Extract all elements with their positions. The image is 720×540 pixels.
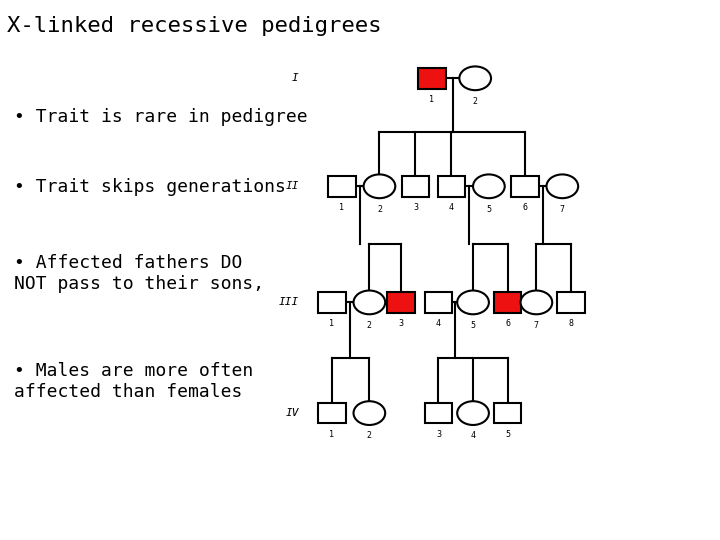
FancyBboxPatch shape [494,292,521,313]
FancyBboxPatch shape [318,292,346,313]
Text: 2: 2 [473,97,477,106]
Text: • Trait is rare in pedigree: • Trait is rare in pedigree [14,108,308,126]
Text: 4: 4 [471,431,475,441]
Text: III: III [279,298,299,307]
Text: 5: 5 [471,321,475,330]
FancyBboxPatch shape [494,403,521,423]
FancyBboxPatch shape [438,176,465,197]
Text: 3: 3 [399,319,403,328]
Text: 6: 6 [523,203,527,212]
Circle shape [364,174,395,198]
Text: 5: 5 [487,205,491,214]
Text: 4: 4 [436,319,441,328]
Circle shape [457,401,489,425]
FancyBboxPatch shape [418,68,446,89]
Text: 7: 7 [534,321,539,330]
Text: • Affected fathers DO
NOT pass to their sons,: • Affected fathers DO NOT pass to their … [14,254,264,293]
Text: IV: IV [285,408,299,418]
Text: 3: 3 [413,203,418,212]
Text: 1: 1 [330,319,334,328]
Circle shape [354,291,385,314]
Text: 1: 1 [340,203,344,212]
Text: • Males are more often
affected than females: • Males are more often affected than fem… [14,362,253,401]
Text: 1: 1 [330,430,334,439]
Circle shape [521,291,552,314]
Text: • Trait skips generations: • Trait skips generations [14,178,287,196]
Text: 2: 2 [367,321,372,330]
FancyBboxPatch shape [328,176,356,197]
Text: 8: 8 [569,319,573,328]
Text: 4: 4 [449,203,454,212]
FancyBboxPatch shape [511,176,539,197]
FancyBboxPatch shape [425,403,452,423]
Text: 7: 7 [560,205,564,214]
Text: 2: 2 [367,431,372,441]
Circle shape [473,174,505,198]
Circle shape [457,291,489,314]
FancyBboxPatch shape [425,292,452,313]
Text: 1: 1 [430,95,434,104]
Text: I: I [292,73,299,83]
Circle shape [354,401,385,425]
Text: II: II [285,181,299,191]
Text: X-linked recessive pedigrees: X-linked recessive pedigrees [7,16,382,36]
Text: 3: 3 [436,430,441,439]
Text: 5: 5 [505,430,510,439]
FancyBboxPatch shape [557,292,585,313]
FancyBboxPatch shape [318,403,346,423]
FancyBboxPatch shape [402,176,429,197]
Text: 2: 2 [377,205,382,214]
Text: 6: 6 [505,319,510,328]
Circle shape [546,174,578,198]
Circle shape [459,66,491,90]
FancyBboxPatch shape [387,292,415,313]
